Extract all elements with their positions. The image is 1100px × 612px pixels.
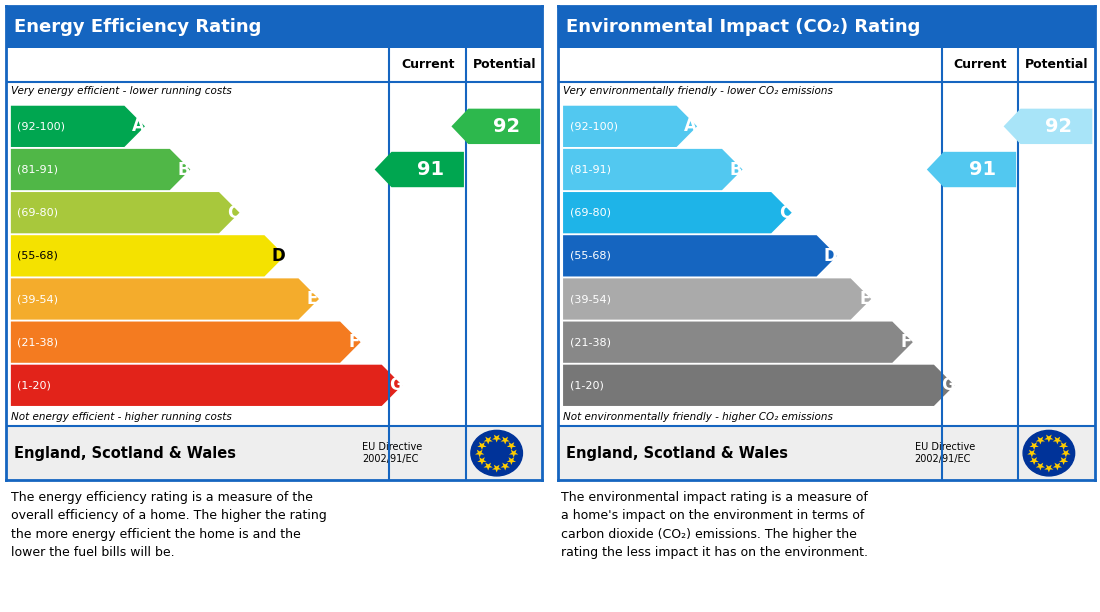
Polygon shape (484, 436, 493, 444)
Polygon shape (1053, 436, 1062, 444)
Text: Potential: Potential (472, 58, 536, 72)
Text: B: B (177, 160, 190, 179)
Text: (21-38): (21-38) (570, 337, 611, 347)
Text: A: A (684, 118, 697, 135)
Polygon shape (927, 152, 1016, 187)
Text: F: F (901, 333, 912, 351)
Polygon shape (492, 465, 502, 472)
Polygon shape (11, 106, 145, 147)
Polygon shape (11, 365, 403, 406)
Text: (39-54): (39-54) (570, 294, 611, 304)
Polygon shape (1062, 450, 1070, 458)
Text: C: C (779, 204, 791, 222)
FancyBboxPatch shape (558, 6, 1094, 48)
Polygon shape (1003, 109, 1092, 144)
Text: C: C (227, 204, 239, 222)
Polygon shape (563, 278, 871, 319)
Text: E: E (307, 290, 318, 308)
Polygon shape (563, 365, 955, 406)
Text: The energy efficiency rating is a measure of the
overall efficiency of a home. T: The energy efficiency rating is a measur… (11, 491, 327, 559)
Text: (39-54): (39-54) (18, 294, 58, 304)
Polygon shape (1030, 457, 1038, 465)
Text: (69-80): (69-80) (18, 207, 58, 218)
FancyBboxPatch shape (558, 426, 1094, 480)
Text: (1-20): (1-20) (570, 380, 604, 390)
Text: (21-38): (21-38) (18, 337, 58, 347)
Text: (55-68): (55-68) (570, 251, 611, 261)
Polygon shape (1059, 457, 1068, 465)
Polygon shape (1030, 442, 1038, 450)
Polygon shape (11, 149, 190, 190)
Text: (81-91): (81-91) (18, 165, 58, 174)
Polygon shape (11, 321, 361, 363)
Text: Not environmentally friendly - higher CO₂ emissions: Not environmentally friendly - higher CO… (563, 412, 833, 422)
Polygon shape (507, 457, 516, 465)
Text: Current: Current (400, 58, 454, 72)
Polygon shape (563, 192, 792, 233)
Text: 91: 91 (417, 160, 443, 179)
Polygon shape (1036, 463, 1045, 471)
Polygon shape (1044, 465, 1054, 472)
FancyBboxPatch shape (6, 426, 542, 480)
Polygon shape (484, 463, 493, 471)
Text: F: F (349, 333, 360, 351)
Text: A: A (132, 118, 145, 135)
Text: Energy Efficiency Rating: Energy Efficiency Rating (13, 18, 261, 36)
FancyBboxPatch shape (6, 6, 542, 48)
Polygon shape (563, 235, 837, 277)
Text: (81-91): (81-91) (570, 165, 611, 174)
Text: G: G (389, 376, 403, 394)
Text: (55-68): (55-68) (18, 251, 58, 261)
Polygon shape (509, 450, 518, 458)
Text: EU Directive
2002/91/EC: EU Directive 2002/91/EC (915, 442, 975, 464)
Text: G: G (942, 376, 955, 394)
Circle shape (471, 430, 522, 476)
Text: Current: Current (953, 58, 1007, 72)
Polygon shape (563, 321, 913, 363)
Text: Environmental Impact (CO₂) Rating: Environmental Impact (CO₂) Rating (565, 18, 920, 36)
Text: Potential: Potential (1024, 58, 1088, 72)
Polygon shape (11, 192, 240, 233)
Text: D: D (272, 247, 285, 265)
Polygon shape (507, 442, 516, 450)
Text: Not energy efficient - higher running costs: Not energy efficient - higher running co… (11, 412, 232, 422)
Text: (92-100): (92-100) (18, 121, 65, 132)
Text: D: D (824, 247, 837, 265)
Polygon shape (1027, 450, 1036, 458)
Text: (92-100): (92-100) (570, 121, 617, 132)
Polygon shape (375, 152, 464, 187)
Text: England, Scotland & Wales: England, Scotland & Wales (565, 446, 788, 461)
Text: 92: 92 (493, 117, 520, 136)
Polygon shape (11, 235, 285, 277)
Polygon shape (475, 450, 484, 458)
Polygon shape (563, 106, 697, 147)
Text: Very energy efficient - lower running costs: Very energy efficient - lower running co… (11, 86, 232, 96)
Polygon shape (11, 278, 319, 319)
Polygon shape (492, 435, 502, 442)
Polygon shape (1036, 436, 1045, 444)
Polygon shape (1053, 463, 1062, 471)
Text: E: E (859, 290, 870, 308)
Text: England, Scotland & Wales: England, Scotland & Wales (13, 446, 235, 461)
Text: B: B (729, 160, 743, 179)
Text: (1-20): (1-20) (18, 380, 52, 390)
Polygon shape (451, 109, 540, 144)
Text: 91: 91 (969, 160, 996, 179)
Polygon shape (1059, 442, 1068, 450)
Text: 92: 92 (1045, 117, 1072, 136)
Text: The environmental impact rating is a measure of
a home's impact on the environme: The environmental impact rating is a mea… (561, 491, 868, 559)
Text: Very environmentally friendly - lower CO₂ emissions: Very environmentally friendly - lower CO… (563, 86, 833, 96)
Polygon shape (500, 436, 509, 444)
Polygon shape (477, 457, 486, 465)
Polygon shape (1044, 435, 1054, 442)
Polygon shape (500, 463, 509, 471)
Text: (69-80): (69-80) (570, 207, 611, 218)
Text: EU Directive
2002/91/EC: EU Directive 2002/91/EC (363, 442, 422, 464)
Polygon shape (477, 442, 486, 450)
Circle shape (1023, 430, 1075, 476)
Polygon shape (563, 149, 743, 190)
